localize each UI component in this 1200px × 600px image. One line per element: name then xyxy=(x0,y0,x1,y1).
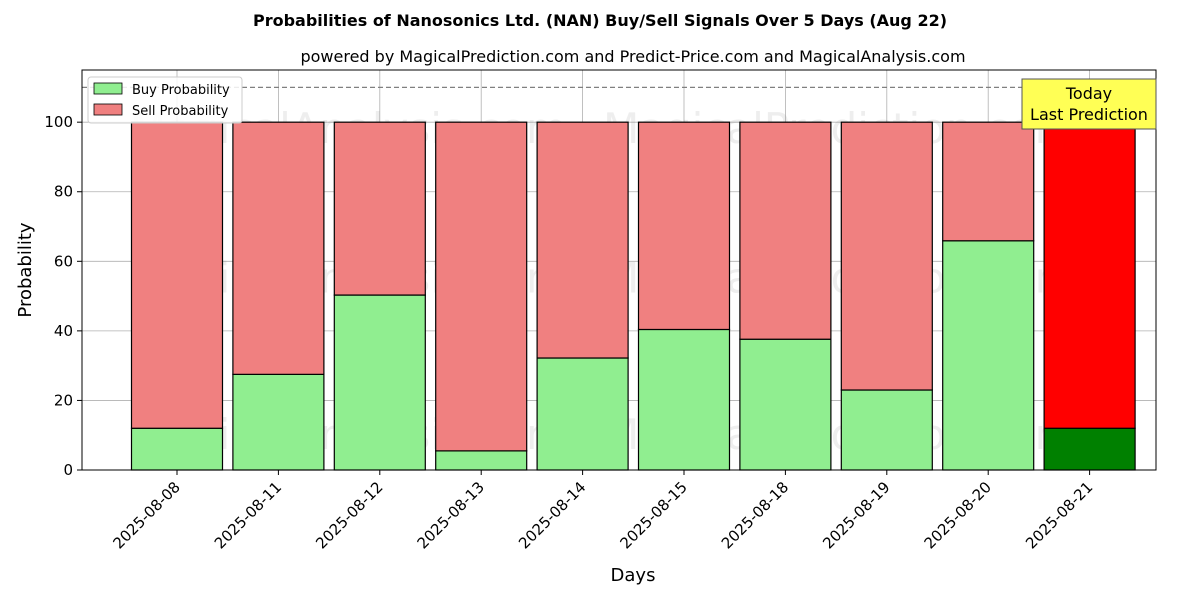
legend-box xyxy=(87,76,243,124)
legend-buy-label: Buy Probability xyxy=(132,83,230,98)
y-tick-label: 40 xyxy=(54,322,73,340)
chart-title: Probabilities of Nanosonics Ltd. (NAN) B… xyxy=(253,11,947,30)
x-tick-label: 2025-08-19 xyxy=(819,478,893,552)
buy-bar xyxy=(130,427,224,471)
buy-bar xyxy=(333,294,426,471)
legend: Buy Probability Sell Probability xyxy=(87,76,243,124)
x-tick-label: 2025-08-11 xyxy=(211,478,285,552)
x-tick-label: 2025-08-21 xyxy=(1022,478,1096,552)
buy-bar xyxy=(435,450,528,471)
annotation-last-prediction: Last Prediction xyxy=(1030,105,1148,124)
sell-bar xyxy=(840,121,933,391)
buy-bar xyxy=(739,338,832,471)
y-tick-label: 60 xyxy=(54,252,73,270)
buy-bar xyxy=(942,240,1035,471)
sell-bar xyxy=(739,121,832,340)
y-axis: 0 20 40 60 80 100 xyxy=(44,113,82,479)
chart-subtitle: powered by MagicalPrediction.com and Pre… xyxy=(300,47,965,66)
x-axis-label: Days xyxy=(611,565,656,586)
y-tick-label: 80 xyxy=(54,183,73,201)
sell-bar xyxy=(536,121,629,359)
x-tick-label: 2025-08-20 xyxy=(921,478,995,552)
legend-sell-label: Sell Probability xyxy=(132,104,229,119)
today-annotation: Today Last Prediction xyxy=(1021,78,1157,130)
buy-bar xyxy=(232,373,325,471)
sell-bar xyxy=(232,121,325,375)
sell-bar xyxy=(333,121,426,296)
buy-bar xyxy=(840,389,933,471)
x-tick-label: 2025-08-12 xyxy=(312,478,386,552)
y-tick-label: 100 xyxy=(44,113,73,131)
legend-buy-swatch xyxy=(93,82,123,95)
annotation-today: Today xyxy=(1065,84,1112,103)
x-tick-label: 2025-08-15 xyxy=(616,478,690,552)
sell-bar xyxy=(1043,121,1136,429)
sell-bar xyxy=(130,121,224,429)
bars-layer xyxy=(130,121,1136,471)
x-tick-label: 2025-08-14 xyxy=(515,478,589,552)
x-tick-label: 2025-08-13 xyxy=(414,478,488,552)
x-axis: 2025-08-08 2025-08-11 2025-08-12 2025-08-13… xyxy=(109,470,1096,552)
sell-bar xyxy=(637,121,731,331)
y-tick-label: 20 xyxy=(54,391,73,409)
buy-bar xyxy=(536,357,629,471)
buy-bar xyxy=(637,328,731,471)
plot-frame xyxy=(81,69,1157,471)
annotation-box xyxy=(1021,78,1157,130)
legend-sell-swatch xyxy=(93,103,123,116)
y-tick-label: 0 xyxy=(63,461,73,479)
x-tick-label: 2025-08-08 xyxy=(109,478,183,552)
buy-bar xyxy=(1043,427,1136,471)
x-tick-label: 2025-08-18 xyxy=(718,478,792,552)
sell-bar xyxy=(942,121,1035,242)
sell-bar xyxy=(435,121,528,452)
y-axis-label: Probability xyxy=(15,222,36,317)
